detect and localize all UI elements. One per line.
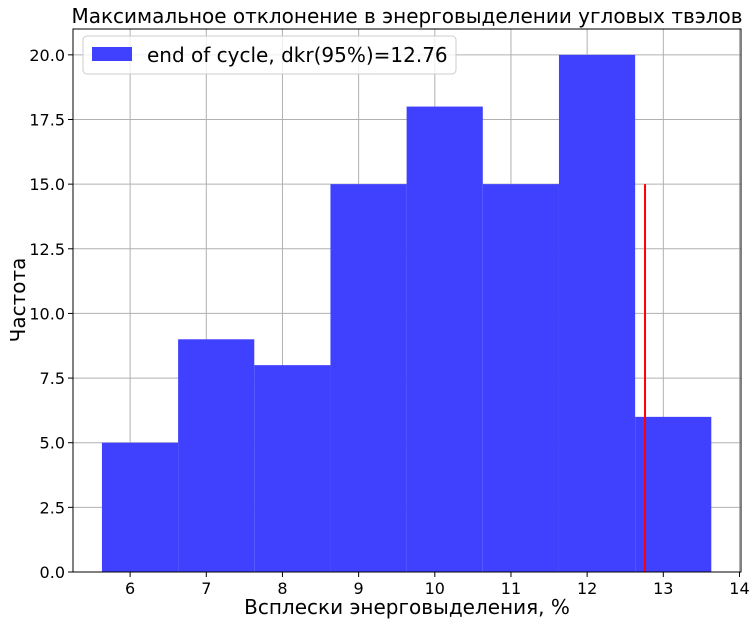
legend-box [82,35,457,75]
y-tick-label: 10.0 [29,304,65,323]
legend-label: end of cycle, dkr(95%)=12.76 [147,43,448,67]
chart-title: Максимальное отклонение в энерговыделени… [71,4,742,28]
x-tick-label: 12 [577,579,597,598]
x-tick-label: 7 [201,579,211,598]
x-tick-label: 11 [501,579,521,598]
x-tick-label: 13 [653,579,673,598]
y-axis-label: Частота [6,258,30,343]
histogram-bar [330,184,407,572]
y-tick-label: 12.5 [29,240,65,259]
y-tick-label: 0.0 [40,563,65,582]
x-tick-label: 6 [125,579,135,598]
legend: end of cycle, dkr(95%)=12.76 [82,35,457,75]
y-tick-label: 5.0 [40,434,65,453]
histogram-bar [101,442,179,572]
histogram-bar [558,54,636,573]
histogram-bar [635,416,712,572]
y-axis-ticks: 0.0 2.5 5.0 7.5 10.0 12.5 15.0 17.5 20.0 [29,46,73,582]
y-tick-label: 15.0 [29,175,65,194]
y-tick-label: 7.5 [40,369,65,388]
histogram-bars [101,54,712,573]
y-tick-label: 17.5 [29,111,65,130]
x-axis-label: Всплески энерговыделения, % [244,595,570,619]
histogram-bar [178,339,255,572]
x-tick-label: 8 [277,579,287,598]
x-tick-label: 14 [729,579,749,598]
x-tick-label: 10 [425,579,445,598]
x-axis-ticks: 6 7 8 9 10 11 12 13 14 [125,572,750,598]
plot-frame [72,28,742,573]
legend-swatch [92,47,132,61]
histogram-bar [406,106,483,573]
x-tick-label: 9 [354,579,364,598]
histogram-bar [482,184,559,572]
histogram-bar [254,365,331,572]
y-tick-label: 20.0 [29,46,65,65]
y-tick-label: 2.5 [40,498,65,517]
